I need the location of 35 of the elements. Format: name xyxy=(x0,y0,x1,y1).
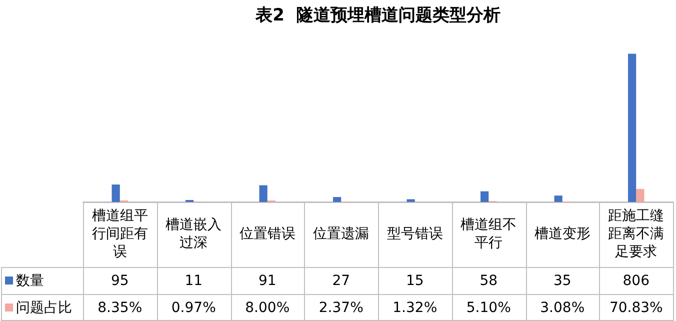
data-label: 15 xyxy=(406,273,424,290)
x-tick-label: 距施工缝距离不满足要求 xyxy=(608,208,664,260)
data-label: 91 xyxy=(258,273,276,290)
data-label: 806 xyxy=(622,273,650,290)
bar xyxy=(628,54,636,202)
bar xyxy=(406,199,415,202)
data-label: 58 xyxy=(480,273,498,290)
x-tick-label: 槽道组不平行 xyxy=(460,217,517,252)
bar xyxy=(333,197,342,202)
bar xyxy=(554,196,562,202)
data-label: 2.37% xyxy=(318,300,364,316)
x-tick-label: 槽道嵌入过深 xyxy=(166,217,222,252)
legend-label: 问题占比 xyxy=(16,300,72,316)
x-tick-label: 位置遗漏 xyxy=(313,226,370,242)
data-label: 0.97% xyxy=(171,300,216,316)
x-tick-label: 槽道变形 xyxy=(534,226,590,242)
x-tick-label: 型号错误 xyxy=(386,226,443,242)
x-tick-label: 槽道组平行间距有误 xyxy=(92,208,148,260)
data-label: 5.10% xyxy=(466,300,511,316)
bar xyxy=(259,185,268,202)
chart-title: 表2 隧道预埋槽道问题类型分析 xyxy=(254,6,500,26)
bar xyxy=(112,184,120,202)
data-label: 1.32% xyxy=(392,300,438,316)
data-label: 3.08% xyxy=(540,300,585,316)
x-tick-label: 位置错误 xyxy=(239,226,296,242)
data-label: 35 xyxy=(553,273,572,290)
bar xyxy=(480,191,489,202)
legend-label: 数量 xyxy=(16,273,44,290)
bar xyxy=(636,188,644,202)
data-label: 8.35% xyxy=(98,300,142,316)
data-label: 8.00% xyxy=(245,300,290,316)
data-label: 95 xyxy=(110,273,129,290)
data-label: 27 xyxy=(332,273,350,290)
data-label: 70.83% xyxy=(609,300,663,316)
data-label: 11 xyxy=(184,273,203,290)
